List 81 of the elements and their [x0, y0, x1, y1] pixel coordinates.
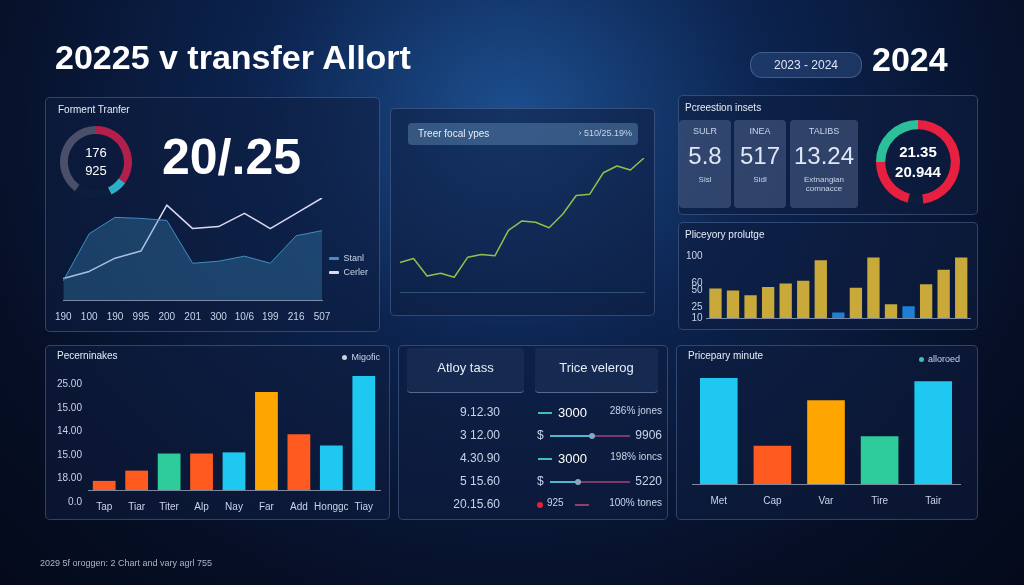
x-tick-label: 190	[55, 310, 73, 322]
text: › 510/25.19%	[577, 128, 632, 138]
x-tick-label: Tiay	[354, 500, 374, 512]
x-tick-label: Cap	[763, 494, 782, 506]
text: 0.0	[67, 496, 82, 507]
text: 15.00	[55, 448, 82, 460]
x-tick-label: Tire	[871, 494, 889, 506]
text: 20.15.60	[452, 497, 500, 511]
x-tick-label: 300	[210, 310, 228, 322]
text: 5 15.60	[458, 474, 500, 488]
text: 925	[547, 497, 564, 508]
text: Sisl	[697, 175, 713, 185]
chart-title: Pricepary minute	[688, 350, 764, 361]
x-tick-label: Met	[710, 494, 728, 506]
x-tick-label: 10/6	[234, 310, 255, 322]
chart-title: Treer focal ypes	[418, 128, 490, 139]
text: 20/.25	[162, 128, 302, 186]
x-tick-label: Tair	[925, 494, 942, 506]
chart-title: Forment Tranfer	[58, 104, 130, 115]
x-tick-label: Alp	[194, 500, 210, 512]
text: 5220	[634, 474, 662, 488]
x-tick-label: 507	[313, 310, 331, 322]
x-tick-label: Nay	[225, 500, 243, 512]
category-label: SULR	[692, 126, 718, 136]
x-tick-label: Tap	[96, 500, 113, 512]
x-tick-label: 200	[158, 310, 176, 322]
x-tick-label: Add	[289, 500, 308, 512]
text: 20225 v transfer Allort	[55, 38, 411, 77]
text: 176	[85, 144, 107, 162]
text: 2024	[872, 40, 948, 79]
series-label: alloroed	[927, 354, 960, 364]
text: 18.00	[55, 472, 82, 484]
y-tick-label: 25	[691, 301, 704, 313]
x-tick-label: Var	[818, 494, 835, 506]
text: Pcreestion insets	[685, 102, 762, 113]
y-tick-label: 50	[691, 284, 704, 296]
text: 4.30.90	[458, 451, 500, 465]
text: 286% jones	[608, 405, 662, 416]
series-label: Migofic	[351, 352, 380, 362]
text: Sidl	[752, 175, 768, 185]
chart-title: Pecerninakes	[57, 350, 118, 361]
text: Atloy tass	[407, 348, 524, 393]
text: 9906	[634, 428, 662, 442]
category-label: TALIBS	[807, 126, 841, 136]
text: 3000	[558, 451, 587, 466]
text: 9.12.30	[458, 405, 500, 419]
x-tick-label: 199	[261, 310, 280, 322]
text: 13.24	[792, 142, 856, 170]
legend-label: Cerler	[343, 267, 368, 278]
text: 20.944	[895, 162, 941, 182]
x-tick-label: Titer	[159, 500, 180, 512]
text: 925	[85, 162, 107, 180]
x-tick-label: Far	[258, 500, 275, 512]
text: 517	[738, 142, 781, 170]
text: $	[537, 474, 544, 488]
text: 21.35	[899, 141, 937, 162]
text: 100% tones	[608, 497, 662, 508]
text: 2023 - 2024	[750, 52, 862, 78]
text: 3000	[558, 405, 587, 420]
y-tick-label: 100	[686, 249, 704, 261]
x-tick-label: 201	[184, 310, 202, 322]
chart-title: Pliceyory prolutge	[685, 229, 765, 240]
text: 3 12.00	[458, 428, 500, 442]
x-tick-label: 216	[287, 310, 305, 322]
category-label: INEA	[748, 126, 772, 136]
x-tick-label: Honggc	[314, 500, 349, 512]
text: Extnangian comnacce	[803, 175, 845, 194]
x-tick-label: Tiar	[128, 500, 146, 512]
y-tick-label: 10	[691, 311, 704, 323]
legend-label: Stanl	[343, 253, 364, 264]
x-tick-label: 190	[106, 310, 124, 322]
text: $	[537, 428, 544, 442]
text: 25.00	[55, 378, 82, 389]
text: 2029 5f oroggen: 2 Chart and vary agrl 755	[40, 558, 213, 568]
text: 5.8	[687, 142, 723, 170]
text: Trice velerog	[535, 348, 658, 393]
text: 15.00	[55, 401, 82, 413]
x-tick-label: 100	[80, 310, 98, 322]
x-tick-label: 995	[132, 310, 150, 322]
text: 14.00	[55, 425, 82, 437]
text: 198% ioncs	[609, 451, 662, 462]
